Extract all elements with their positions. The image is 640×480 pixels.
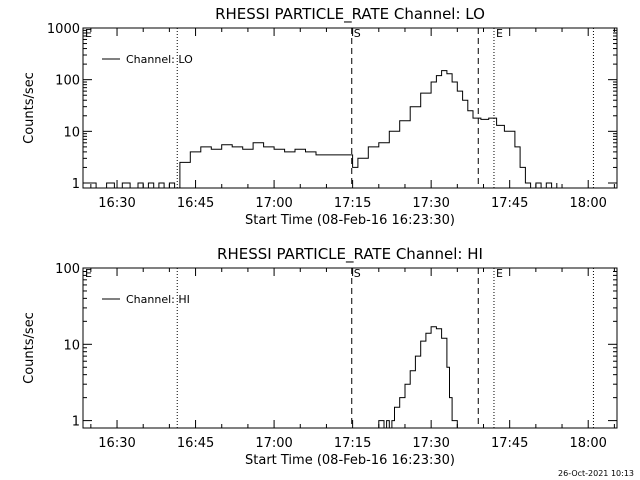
legend-label: Channel: LO xyxy=(126,53,193,66)
event-marker-label: S xyxy=(354,27,361,40)
y-axis-label: Counts/sec xyxy=(22,312,37,384)
panel-lo: RHESSI PARTICLE_RATE Channel: LO Start Ti… xyxy=(22,5,618,228)
x-tick-label: 17:30 xyxy=(412,196,449,211)
x-tick-label: 17:00 xyxy=(255,436,292,451)
x-tick-label: 18:00 xyxy=(569,436,606,451)
series-line xyxy=(373,326,458,429)
legend-label: Channel: HI xyxy=(126,293,190,306)
x-tick-label: 17:00 xyxy=(255,196,292,211)
chart-title: RHESSI PARTICLE_RATE Channel: LO xyxy=(215,5,485,24)
y-tick-label: 1000 xyxy=(47,22,80,37)
x-tick-label: 17:15 xyxy=(334,436,371,451)
footer-timestamp: 26-Oct-2021 10:13 xyxy=(558,469,634,478)
y-axis-label: Counts/sec xyxy=(22,72,37,144)
x-tick-label: 17:45 xyxy=(491,436,528,451)
y-tick-label: 10 xyxy=(63,338,80,353)
panel-hi: RHESSI PARTICLE_RATE Channel: HI Start Ti… xyxy=(22,245,618,468)
event-marker-label: S xyxy=(354,267,361,280)
x-tick-label: 18:00 xyxy=(569,196,606,211)
y-tick-label: 10 xyxy=(63,125,80,140)
series-line xyxy=(88,70,558,189)
x-tick-label: 17:15 xyxy=(334,196,371,211)
x-tick-label: 17:30 xyxy=(412,436,449,451)
x-tick-label: 16:45 xyxy=(177,436,214,451)
x-tick-label: 16:30 xyxy=(98,436,135,451)
y-tick-label: 100 xyxy=(55,262,80,277)
x-axis-label: Start Time (08-Feb-16 16:23:30) xyxy=(245,213,455,228)
y-tick-label: 100 xyxy=(55,74,80,89)
event-marker-label: E xyxy=(496,267,503,280)
event-marker-label: E xyxy=(85,27,92,40)
plot-frame xyxy=(82,27,618,189)
y-tick-label: 1 xyxy=(72,415,80,430)
x-tick-label: 16:45 xyxy=(177,196,214,211)
event-marker-label: E xyxy=(85,267,92,280)
y-tick-label: 1 xyxy=(72,177,80,192)
x-axis-label: Start Time (08-Feb-16 16:23:30) xyxy=(245,453,455,468)
chart-title: RHESSI PARTICLE_RATE Channel: HI xyxy=(217,245,483,264)
plot-frame xyxy=(82,267,618,429)
x-tick-label: 16:30 xyxy=(98,196,135,211)
x-tick-label: 17:45 xyxy=(491,196,528,211)
event-marker-label: E xyxy=(496,27,503,40)
